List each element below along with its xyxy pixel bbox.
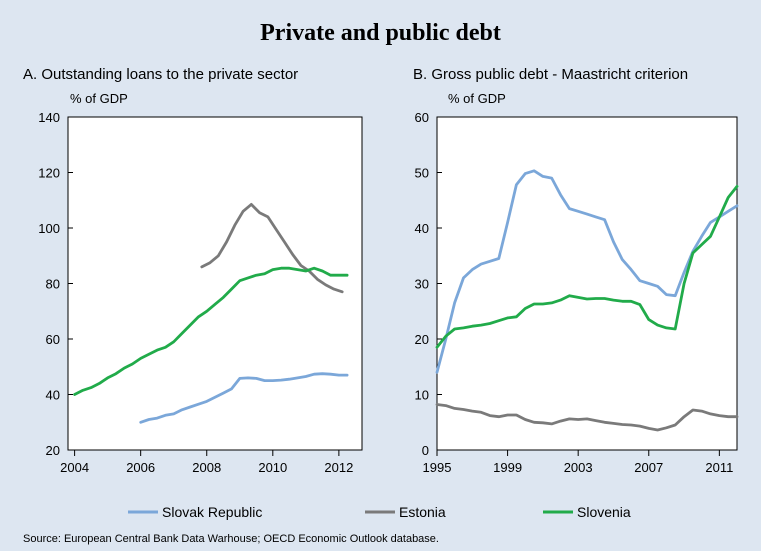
y-tick-label: 80 <box>46 277 60 292</box>
plot-area-b <box>436 116 738 451</box>
y-tick-label: 60 <box>46 332 60 347</box>
legend-label-slovak-republic: Slovak Republic <box>162 504 262 520</box>
series-line-slovenia-b <box>435 185 739 349</box>
y-tick-label: 20 <box>46 443 60 458</box>
legend-label-estonia: Estonia <box>399 504 446 520</box>
y-tick-label: 60 <box>415 110 429 125</box>
figure-title: Private and public debt <box>260 20 501 46</box>
panel-title-a: A. Outstanding loans to the private sect… <box>23 66 298 83</box>
y-tick-label: 20 <box>415 332 429 347</box>
panel-b: B. Gross public debt - Maastricht criter… <box>413 66 739 475</box>
y-tick-label: 30 <box>415 277 429 292</box>
y-tick-label: 40 <box>46 388 60 403</box>
source-note: Source: European Central Bank Data Warho… <box>23 533 439 545</box>
plot-area-a <box>67 116 363 451</box>
series-line-estonia-b <box>435 403 739 432</box>
series-line-slovak-republic-b <box>435 169 739 374</box>
series-line-slovak-republic-a <box>139 372 349 424</box>
y-tick-label: 120 <box>38 166 60 181</box>
y-tick-label: 0 <box>422 443 429 458</box>
x-tick-label: 1995 <box>423 460 452 475</box>
y-tick-label: 50 <box>415 166 429 181</box>
x-tick-label: 2011 <box>705 460 733 475</box>
y-tick-label: 40 <box>415 221 429 236</box>
legend: Slovak Republic Estonia Slovenia <box>128 504 631 520</box>
x-tick-label: 2006 <box>126 460 155 475</box>
x-tick-label: 2008 <box>192 460 221 475</box>
y-axis-unit-b: % of GDP <box>448 91 506 106</box>
x-tick-label: 2003 <box>564 460 593 475</box>
panel-a: A. Outstanding loans to the private sect… <box>23 66 363 475</box>
y-tick-label: 100 <box>38 221 60 236</box>
panel-title-b: B. Gross public debt - Maastricht criter… <box>413 66 688 83</box>
x-tick-label: 1999 <box>493 460 522 475</box>
x-tick-label: 2004 <box>60 460 89 475</box>
y-axis-unit-a: % of GDP <box>70 91 128 106</box>
series-line-estonia-a <box>200 203 344 294</box>
series-line-slovenia-a <box>73 266 349 396</box>
x-tick-label: 2010 <box>258 460 287 475</box>
x-tick-label: 2012 <box>324 460 353 475</box>
legend-label-slovenia: Slovenia <box>577 504 631 520</box>
y-tick-label: 10 <box>415 388 429 403</box>
x-tick-label: 2007 <box>634 460 663 475</box>
y-tick-label: 140 <box>38 110 60 125</box>
